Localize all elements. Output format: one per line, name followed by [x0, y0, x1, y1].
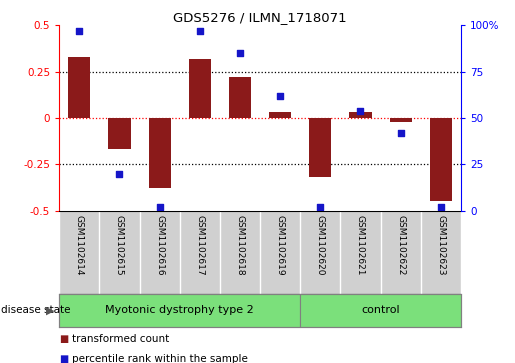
Bar [149, 118, 170, 188]
Text: GSM1102615: GSM1102615 [115, 215, 124, 276]
Bar [109, 118, 130, 150]
Point [156, 204, 164, 210]
Text: GSM1102620: GSM1102620 [316, 215, 325, 275]
Text: GSM1102622: GSM1102622 [396, 215, 405, 275]
Bar [68, 57, 90, 118]
Text: disease state: disease state [1, 305, 71, 315]
Text: Myotonic dystrophy type 2: Myotonic dystrophy type 2 [106, 305, 254, 315]
Point [356, 108, 365, 114]
Text: percentile rank within the sample: percentile rank within the sample [72, 354, 248, 363]
Text: GSM1102618: GSM1102618 [235, 215, 245, 276]
Text: GSM1102623: GSM1102623 [436, 215, 445, 275]
Point [276, 93, 284, 99]
Text: ▶: ▶ [46, 305, 55, 315]
Point [75, 28, 83, 34]
Point [115, 171, 124, 176]
Point [437, 204, 445, 210]
Bar [390, 118, 411, 122]
Point [397, 130, 405, 136]
Title: GDS5276 / ILMN_1718071: GDS5276 / ILMN_1718071 [173, 11, 347, 24]
Point [236, 50, 244, 56]
Point [316, 204, 324, 210]
Text: transformed count: transformed count [72, 334, 169, 344]
Bar [229, 77, 251, 118]
Bar [59, 294, 300, 327]
Text: ■: ■ [59, 354, 68, 363]
Bar [350, 113, 371, 118]
Text: ■: ■ [59, 334, 68, 344]
Bar [430, 118, 452, 201]
Bar [189, 59, 211, 118]
Text: control: control [362, 305, 400, 315]
Text: GSM1102616: GSM1102616 [155, 215, 164, 276]
Bar [269, 113, 291, 118]
Bar [300, 294, 461, 327]
Text: GSM1102617: GSM1102617 [195, 215, 204, 276]
Bar [310, 118, 331, 177]
Text: GSM1102621: GSM1102621 [356, 215, 365, 275]
Text: GSM1102614: GSM1102614 [75, 215, 84, 275]
Text: GSM1102619: GSM1102619 [276, 215, 285, 276]
Point [196, 28, 204, 34]
